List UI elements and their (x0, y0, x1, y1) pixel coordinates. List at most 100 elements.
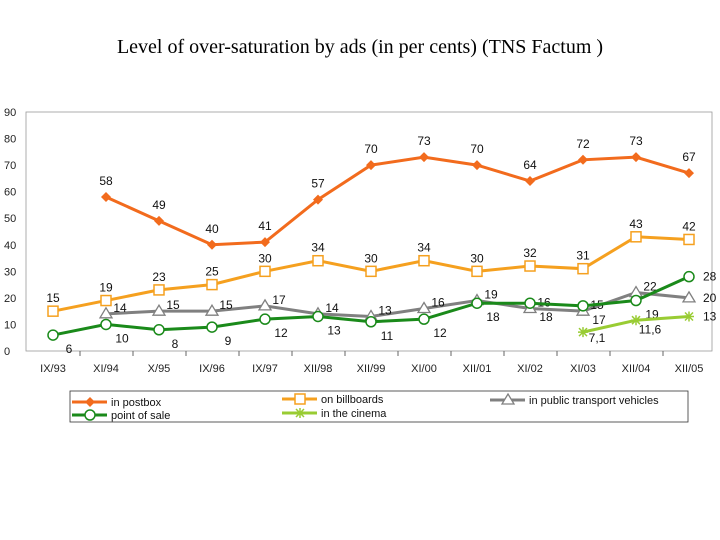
data-label: 6 (66, 342, 73, 356)
y-tick-label: 20 (4, 293, 16, 305)
y-tick-label: 30 (4, 266, 16, 278)
data-label: 58 (99, 174, 113, 188)
x-tick-label: X/95 (148, 363, 171, 375)
data-label: 11 (381, 329, 394, 343)
y-tick-label: 90 (4, 107, 16, 119)
data-point (312, 254, 324, 267)
data-point (47, 329, 59, 341)
data-label: 40 (205, 222, 219, 236)
data-point (524, 260, 536, 272)
data-point (418, 254, 430, 267)
data-label: 16 (431, 296, 445, 310)
data-point (98, 306, 114, 319)
data-label: 10 (115, 331, 129, 345)
data-point (100, 318, 112, 331)
data-point (207, 239, 217, 250)
data-label: 13 (378, 303, 392, 317)
data-point (259, 313, 271, 325)
x-tick-label: XI/94 (93, 363, 119, 375)
data-label: 64 (523, 158, 537, 172)
data-point (260, 237, 270, 248)
data-point (101, 191, 111, 202)
data-label: 30 (364, 251, 378, 265)
data-point (630, 231, 642, 243)
y-tick-label: 40 (4, 240, 16, 252)
data-label: 57 (311, 177, 325, 191)
x-tick-label: XI/03 (570, 363, 596, 375)
data-point (525, 176, 535, 187)
x-tick-label: IX/97 (252, 363, 278, 375)
x-tick-label: IX/96 (199, 363, 225, 375)
data-label: 7,1 (589, 331, 606, 345)
legend-marker (84, 409, 96, 421)
data-point (578, 154, 588, 165)
data-point (313, 194, 323, 205)
data-label: 25 (205, 265, 219, 279)
data-label: 22 (643, 280, 657, 294)
data-label: 42 (682, 219, 696, 233)
data-label: 9 (225, 334, 232, 348)
data-point (471, 297, 483, 309)
data-point (100, 294, 112, 307)
data-point (312, 310, 324, 323)
data-point (684, 311, 694, 322)
data-point (206, 321, 218, 333)
data-label: 19 (484, 288, 498, 302)
data-point (631, 152, 641, 163)
legend-label: on billboards (321, 394, 384, 406)
y-tick-label: 0 (4, 346, 10, 358)
legend-label: in public transport vehicles (529, 395, 659, 407)
data-label: 18 (486, 310, 500, 324)
data-label: 15 (219, 298, 233, 312)
x-tick-label: XII/01 (463, 363, 492, 375)
y-tick-label: 60 (4, 187, 16, 199)
legend (69, 390, 689, 423)
data-label: 15 (166, 298, 180, 312)
data-point (47, 305, 59, 317)
data-label: 30 (470, 251, 484, 265)
y-tick-label: 70 (4, 160, 16, 172)
data-point (578, 327, 588, 338)
data-point (471, 265, 483, 278)
data-label: 12 (274, 326, 288, 340)
series-line (105, 155, 690, 247)
data-label: 12 (433, 326, 447, 340)
data-label: 13 (703, 309, 717, 323)
data-point (259, 265, 271, 278)
data-label: 34 (417, 241, 431, 255)
data-point (418, 313, 430, 325)
data-label: 23 (152, 270, 166, 284)
legend-marker (500, 392, 516, 405)
legend-label: in the cinema (321, 408, 387, 420)
data-label: 73 (629, 134, 643, 148)
data-point (206, 278, 218, 291)
data-label: 30 (258, 251, 272, 265)
data-label: 41 (258, 219, 272, 233)
legend-marker (294, 393, 306, 405)
data-point (365, 265, 377, 278)
legend-marker (85, 397, 95, 407)
data-label: 11,6 (639, 323, 662, 337)
chart-title: Level of over-saturation by ads (in per … (116, 36, 604, 58)
data-label: 73 (417, 134, 431, 148)
data-label: 14 (113, 301, 127, 315)
data-label: 67 (682, 150, 696, 164)
data-point (472, 160, 482, 171)
data-point (631, 315, 641, 326)
data-point (419, 152, 429, 163)
data-point (630, 294, 642, 307)
data-point (577, 300, 589, 312)
data-point (577, 262, 589, 275)
data-label: 19 (99, 281, 113, 295)
data-point (153, 324, 165, 336)
legend-label: in postbox (111, 397, 162, 409)
data-label: 70 (364, 142, 378, 156)
data-point (366, 160, 376, 171)
x-tick-label: XII/99 (357, 363, 386, 375)
x-tick-label: XII/05 (675, 363, 704, 375)
x-tick-label: XI/00 (411, 363, 437, 375)
data-point (204, 303, 220, 316)
x-tick-label: XI/02 (517, 363, 543, 375)
y-tick-label: 50 (4, 213, 16, 225)
